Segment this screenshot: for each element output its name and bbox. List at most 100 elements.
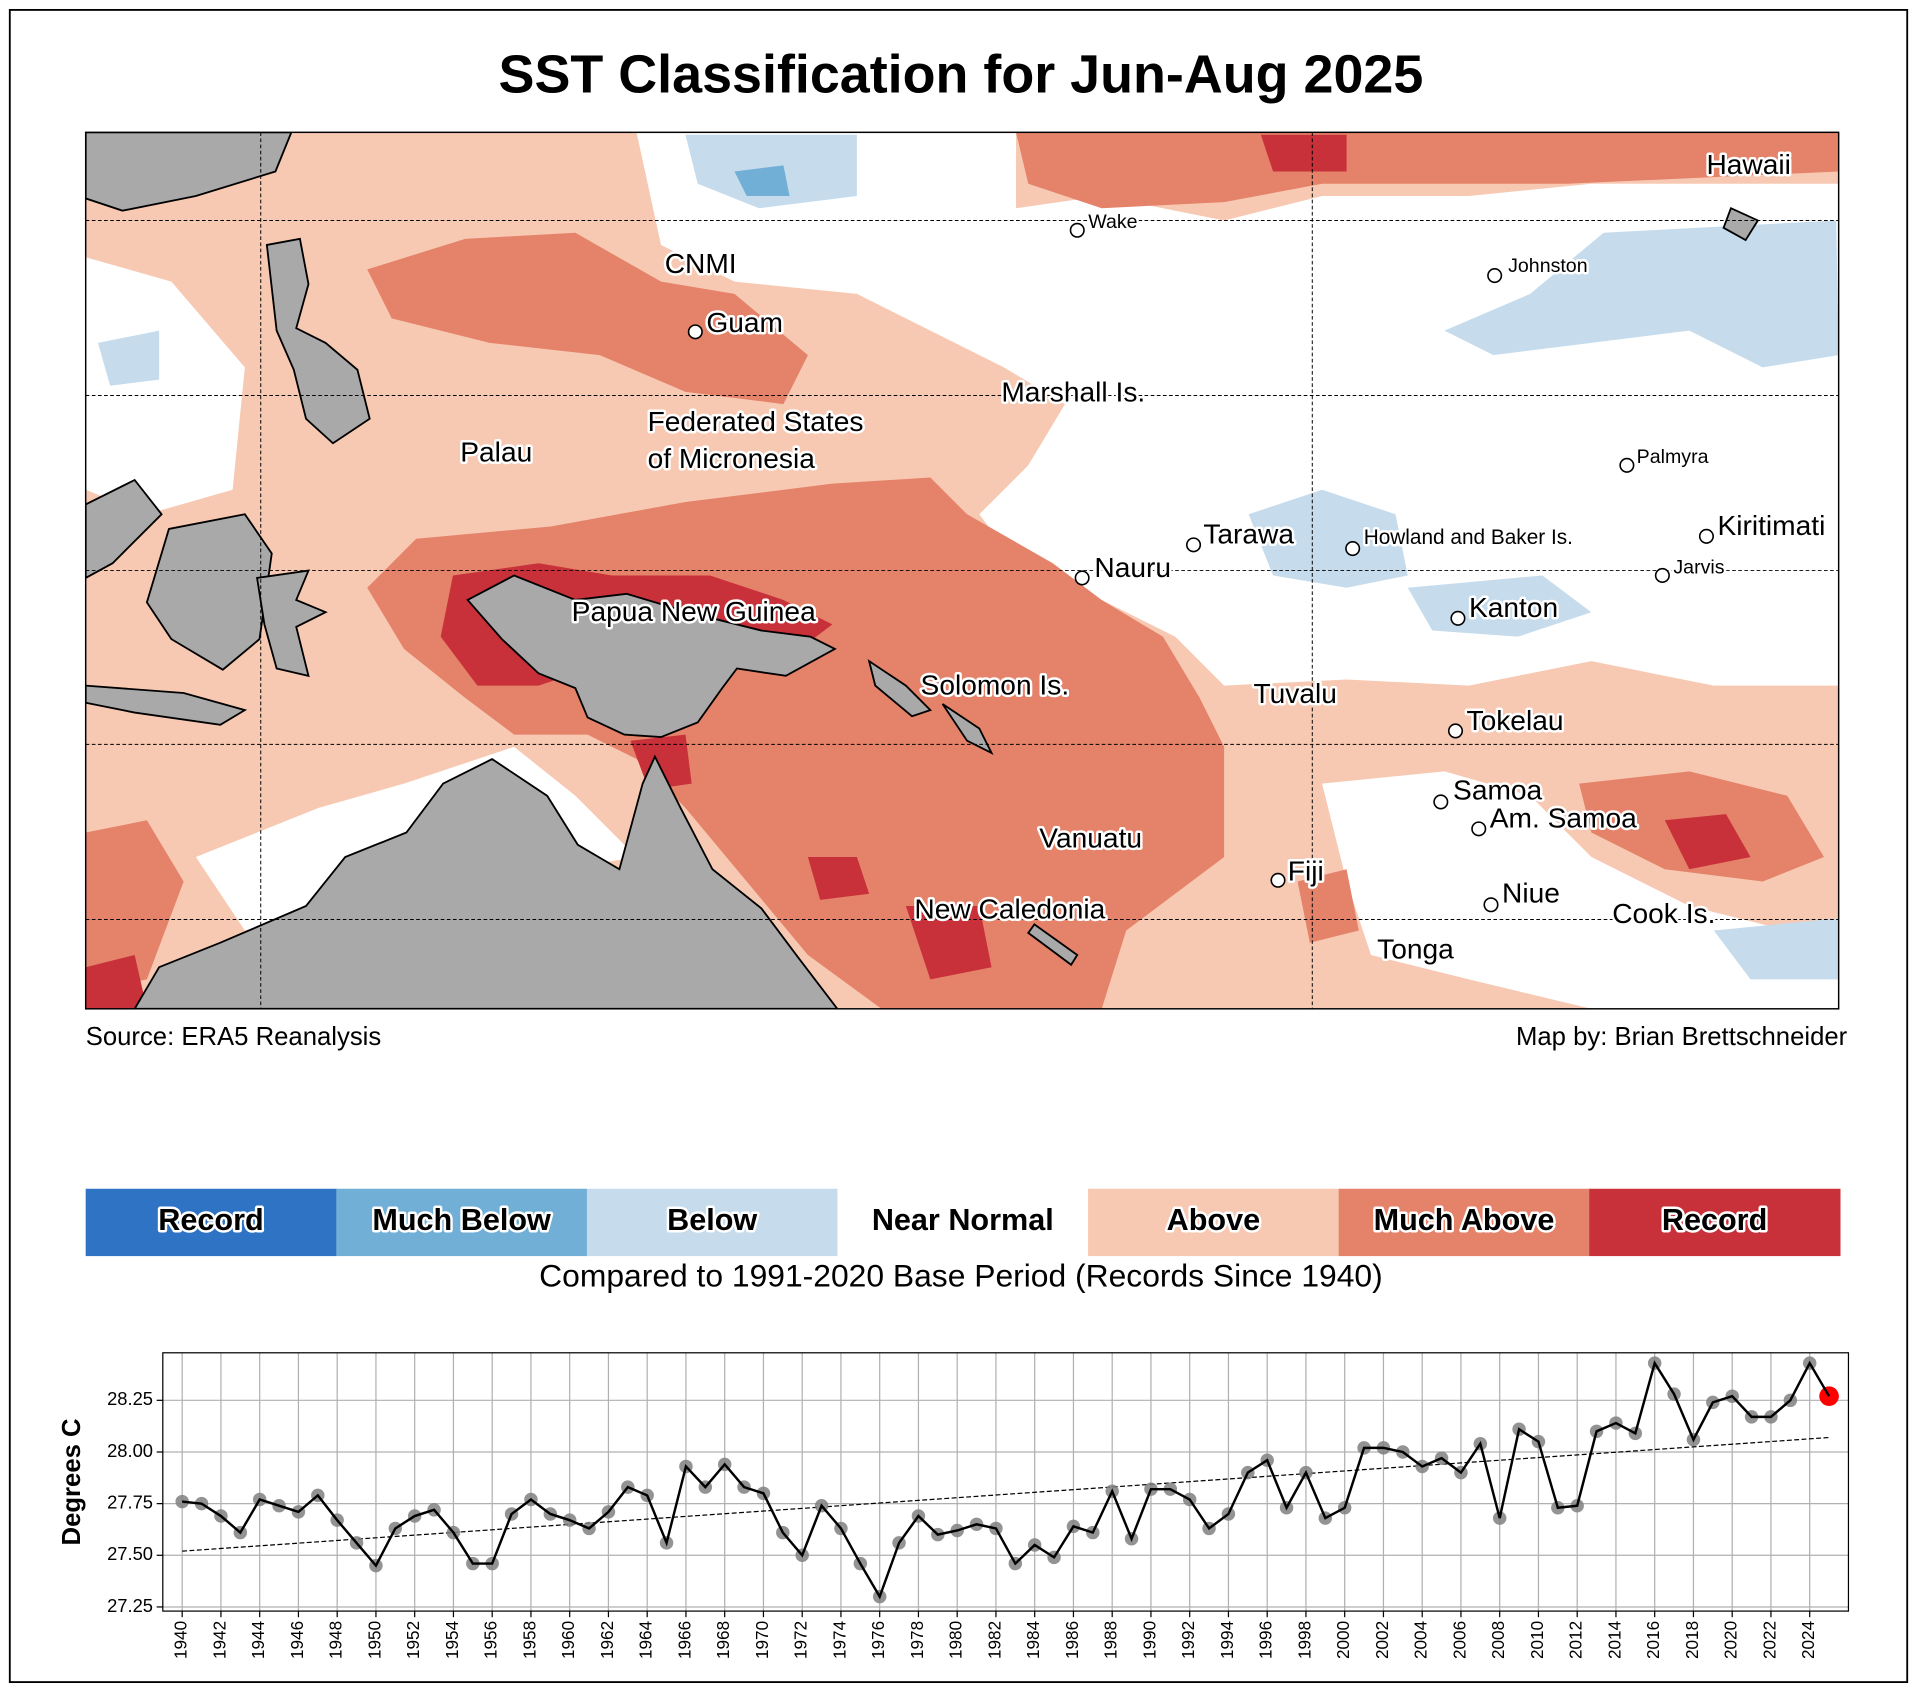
- legend-swatch: [837, 1188, 1089, 1257]
- sst-much-above: [1297, 869, 1359, 943]
- sst-near-normal: [1322, 771, 1839, 1009]
- map-border: [84, 131, 1840, 1010]
- y-axis-label: Degrees C: [58, 1418, 86, 1545]
- map-label: Jarvis: [1673, 556, 1724, 578]
- x-tick-label: 1996: [1256, 1621, 1276, 1659]
- land: [1027, 923, 1079, 967]
- sst-below: [1444, 220, 1839, 368]
- legend-swatch: [85, 1188, 337, 1257]
- x-tick-label: 1972: [791, 1621, 811, 1659]
- x-tick-label: 1980: [946, 1621, 966, 1659]
- map-label: Marshall Is.: [1001, 377, 1145, 408]
- x-tick-label: 1994: [1217, 1620, 1237, 1659]
- x-tick-label: 1982: [984, 1621, 1004, 1659]
- x-tick-label: 2024: [1798, 1620, 1818, 1659]
- map-label: Kanton: [1469, 592, 1558, 623]
- y-tick-label: 27.25: [107, 1595, 153, 1616]
- credit: Map by: Brian Brettschneider: [1516, 1023, 1848, 1051]
- x-tick-label: 1966: [674, 1621, 694, 1659]
- x-tick-label: 1940: [171, 1621, 191, 1659]
- map-label: Tonga: [1377, 934, 1454, 965]
- island-marker: [1069, 222, 1085, 238]
- map-label: Johnston: [1508, 255, 1587, 277]
- land: [1722, 206, 1760, 242]
- map: Hawaii Wake Johnston CNMI Guam Marshall Is. Fe…: [85, 132, 1839, 1009]
- map-label: Palmyra: [1637, 446, 1709, 468]
- map-label: Solomon Is.: [921, 669, 1070, 700]
- sst-near-normal: [85, 257, 245, 515]
- island-marker: [1619, 457, 1635, 473]
- legend-swatch: [1338, 1188, 1590, 1257]
- legend-caption: Compared to 1991-2020 Base Period (Recor…: [539, 1258, 1383, 1294]
- x-tick-label: 1992: [1178, 1621, 1198, 1659]
- sst-record: [1664, 814, 1751, 870]
- land: [466, 574, 837, 738]
- sst-below: [1713, 918, 1839, 980]
- island-marker: [1487, 268, 1503, 284]
- x-tick-label: 1970: [752, 1621, 772, 1659]
- legend-swatch: [586, 1188, 839, 1257]
- x-tick-label: 2006: [1449, 1621, 1469, 1659]
- map-label: Am. Samoa: [1490, 803, 1637, 834]
- x-tick-label: 1978: [907, 1621, 927, 1659]
- sst-record: [1260, 134, 1347, 172]
- sst-near-normal: [636, 132, 1839, 686]
- x-tick-label: 2004: [1411, 1620, 1431, 1659]
- legend-swatch: [336, 1188, 588, 1257]
- map-label: CNMI: [665, 248, 737, 279]
- x-tick-label: 1988: [1101, 1621, 1121, 1659]
- land: [145, 513, 273, 671]
- x-tick-label: 2010: [1527, 1621, 1547, 1659]
- sst-much-above: [1016, 132, 1839, 209]
- x-tick-label: 2014: [1604, 1620, 1624, 1659]
- x-tick-label: 1944: [248, 1620, 268, 1659]
- island-marker: [1270, 872, 1286, 888]
- legend-label: Much Below: [372, 1203, 551, 1237]
- island-marker: [1447, 723, 1464, 739]
- land: [85, 132, 293, 212]
- map-label: Guam: [706, 307, 783, 338]
- x-tick-label: 1976: [868, 1621, 888, 1659]
- land: [85, 478, 163, 579]
- x-tick-label: 2020: [1721, 1621, 1741, 1659]
- x-tick-label: 1958: [519, 1621, 539, 1659]
- land: [85, 684, 248, 726]
- x-tick-label: 1990: [1139, 1621, 1159, 1659]
- x-tick-label: 1986: [1062, 1621, 1082, 1659]
- x-tick-label: 1974: [829, 1620, 849, 1659]
- map-label: Wake: [1088, 211, 1137, 233]
- legend-swatch: [1589, 1188, 1841, 1257]
- y-tick-label: 27.50: [107, 1543, 153, 1564]
- land: [85, 132, 1760, 1009]
- y-tick-label: 28.00: [107, 1440, 153, 1461]
- sst-record: [807, 857, 870, 900]
- land: [265, 237, 371, 445]
- map-label: Howland and Baker Is.: [1364, 526, 1573, 549]
- island-marker: [1483, 897, 1499, 913]
- sst-below: [97, 330, 160, 386]
- x-tick-label: 1968: [713, 1621, 733, 1659]
- x-tick-label: 1942: [209, 1621, 229, 1659]
- island-marker: [1471, 821, 1487, 837]
- land: [867, 659, 933, 718]
- source: Source: ERA5 Reanalysis: [86, 1023, 382, 1051]
- plot-border: [162, 1352, 1850, 1612]
- map-label: Kiritimati: [1717, 510, 1825, 541]
- x-tick-label: 1984: [1023, 1620, 1043, 1659]
- sst-much-above: [367, 232, 808, 405]
- legend-swatch: [1088, 1188, 1340, 1257]
- land: [256, 569, 328, 678]
- island-marker: [1074, 570, 1090, 586]
- legend-label: Much Above: [1374, 1203, 1555, 1237]
- title: SST Classification for Jun-Aug 2025: [499, 45, 1424, 105]
- x-tick-label: 2008: [1488, 1621, 1508, 1659]
- x-tick-label: 1998: [1294, 1621, 1314, 1659]
- sst-record: [85, 954, 147, 1009]
- map-label: Tokelau: [1467, 705, 1564, 736]
- x-tick-label: 1954: [442, 1620, 462, 1659]
- x-tick-label: 1960: [558, 1621, 578, 1659]
- map-label: Nauru: [1094, 552, 1171, 583]
- sst-much-above: [85, 820, 184, 992]
- legend-label: Above: [1167, 1203, 1261, 1237]
